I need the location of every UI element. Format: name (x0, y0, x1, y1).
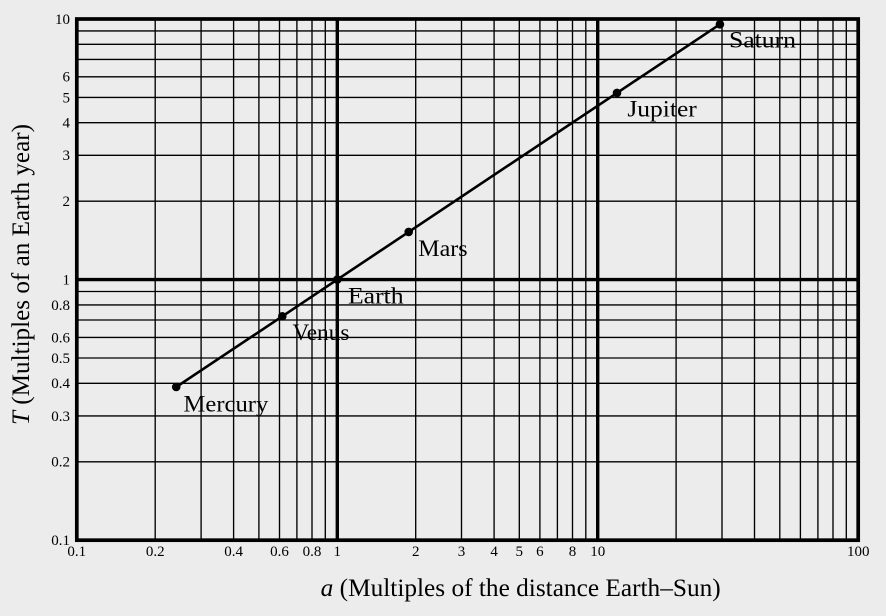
svg-text:0.5: 0.5 (51, 351, 70, 367)
svg-text:10: 10 (590, 544, 605, 560)
svg-text:2: 2 (412, 544, 420, 560)
svg-text:0.8: 0.8 (51, 298, 70, 314)
svg-text:4: 4 (63, 116, 71, 132)
svg-text:3: 3 (458, 544, 466, 560)
svg-text:1: 1 (334, 544, 342, 560)
svg-text:T (Multiples of an Earth year): T (Multiples of an Earth year) (8, 124, 35, 425)
svg-text:0.1: 0.1 (51, 533, 70, 549)
svg-text:Mercury: Mercury (184, 392, 269, 417)
svg-text:4: 4 (490, 544, 498, 560)
svg-text:0.2: 0.2 (146, 544, 165, 560)
svg-text:5: 5 (63, 90, 71, 106)
svg-text:Saturn: Saturn (729, 27, 797, 52)
svg-text:a (Multiples of the distance E: a (Multiples of the distance Earth–Sun) (321, 575, 721, 602)
svg-text:0.4: 0.4 (224, 544, 243, 560)
svg-text:Earth: Earth (348, 283, 404, 308)
svg-text:6: 6 (536, 544, 544, 560)
svg-text:0.1: 0.1 (67, 544, 86, 560)
svg-text:0.6: 0.6 (270, 544, 289, 560)
svg-text:0.6: 0.6 (51, 330, 70, 346)
svg-text:100: 100 (847, 544, 870, 560)
svg-text:8: 8 (569, 544, 577, 560)
svg-text:Venus: Venus (293, 320, 350, 345)
svg-text:0.4: 0.4 (51, 376, 70, 392)
svg-text:0.3: 0.3 (51, 409, 70, 425)
svg-text:10: 10 (55, 12, 70, 28)
svg-text:2: 2 (63, 194, 71, 210)
svg-text:Mars: Mars (418, 236, 467, 261)
svg-text:0.2: 0.2 (51, 455, 70, 471)
svg-text:3: 3 (63, 148, 71, 164)
svg-text:0.8: 0.8 (303, 544, 322, 560)
svg-text:6: 6 (63, 70, 71, 86)
svg-text:1: 1 (63, 273, 71, 289)
svg-text:5: 5 (516, 544, 524, 560)
svg-text:Jupiter: Jupiter (627, 97, 697, 122)
